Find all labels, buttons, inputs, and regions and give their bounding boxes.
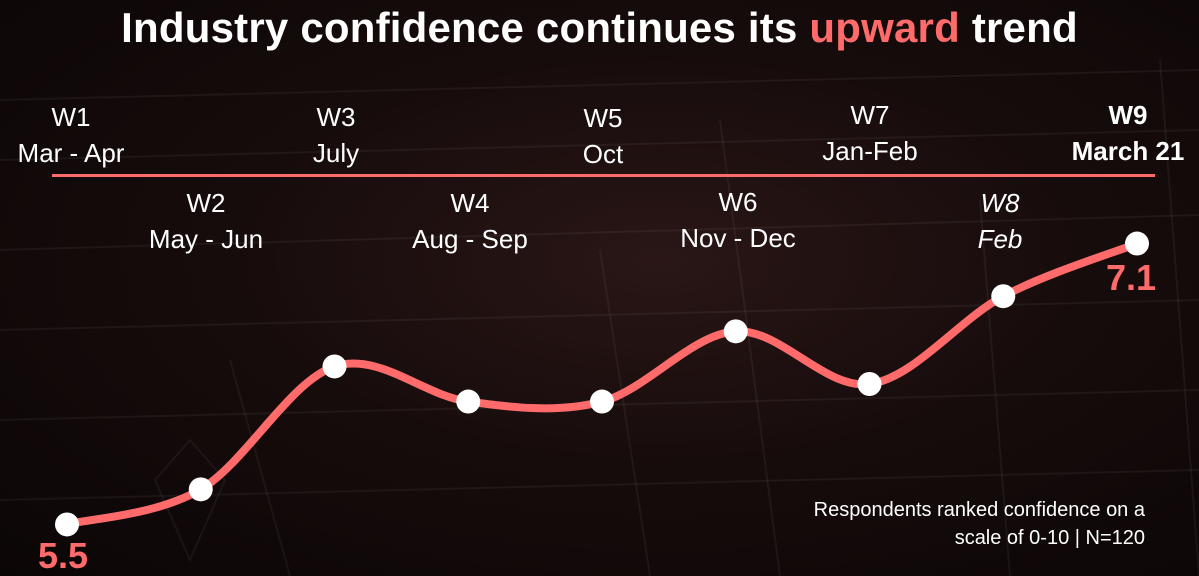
- wave-label-w9: W9 March 21: [1072, 97, 1185, 169]
- wave-period: Mar - Apr: [17, 138, 125, 168]
- data-point-w8: [991, 284, 1016, 309]
- wave-code: W4: [450, 188, 490, 218]
- timeline-divider: [52, 174, 1155, 177]
- data-point-w5: [590, 389, 614, 414]
- wave-label-w2: W2 May - Jun: [149, 185, 263, 257]
- wave-period: July: [312, 138, 360, 168]
- wave-code: W1: [51, 102, 91, 132]
- wave-period: Jan-Feb: [822, 136, 918, 166]
- wave-code: W8: [980, 188, 1020, 218]
- title-prefix: Industry confidence continues its: [121, 4, 810, 51]
- wave-label-w4: W4 Aug - Sep: [412, 185, 528, 257]
- note-line-1: Respondents ranked confidence on a: [813, 499, 1145, 521]
- data-point-w6: [723, 319, 748, 344]
- data-point-w7: [857, 372, 882, 396]
- wave-code: W7: [850, 100, 890, 130]
- chart-title: Industry confidence continues its upward…: [0, 4, 1199, 52]
- wave-code: W5: [583, 103, 623, 133]
- wave-code: W2: [186, 188, 226, 218]
- wave-period: Nov - Dec: [680, 223, 796, 253]
- wave-label-w7: W7 Jan-Feb: [822, 97, 917, 169]
- note-line-2: scale of 0-10 | N=120: [954, 527, 1145, 549]
- wave-label-w8: W8 Feb: [978, 185, 1023, 257]
- data-point-w2: [188, 477, 213, 502]
- title-suffix: trend: [959, 4, 1078, 51]
- wave-code: W6: [718, 187, 758, 217]
- wave-label-w5: W5 Oct: [583, 100, 623, 172]
- wave-period: Aug - Sep: [412, 224, 528, 254]
- last-value-label: 7.1: [1106, 257, 1157, 298]
- wave-period: Feb: [977, 224, 1023, 254]
- wave-period: March 21: [1071, 136, 1185, 166]
- data-point-w4: [456, 389, 481, 414]
- data-point-w1: [55, 512, 79, 537]
- methodology-note: Respondents ranked confidence on a scale…: [715, 496, 1145, 552]
- wave-period: Oct: [582, 139, 624, 169]
- data-point-w9: [1125, 231, 1149, 256]
- wave-code: W9: [1108, 100, 1148, 130]
- series-markers: [55, 231, 1149, 537]
- wave-label-w1: W1 Mar - Apr: [18, 99, 125, 171]
- first-value-label: 5.5: [38, 535, 89, 576]
- series-line: [63, 239, 1141, 529]
- wave-label-w6: W6 Nov - Dec: [680, 184, 796, 256]
- data-point-w3: [322, 354, 347, 379]
- wave-label-w3: W3 July: [313, 99, 359, 171]
- title-highlight: upward: [809, 4, 960, 51]
- wave-period: May - Jun: [148, 224, 264, 254]
- wave-code: W3: [316, 102, 356, 132]
